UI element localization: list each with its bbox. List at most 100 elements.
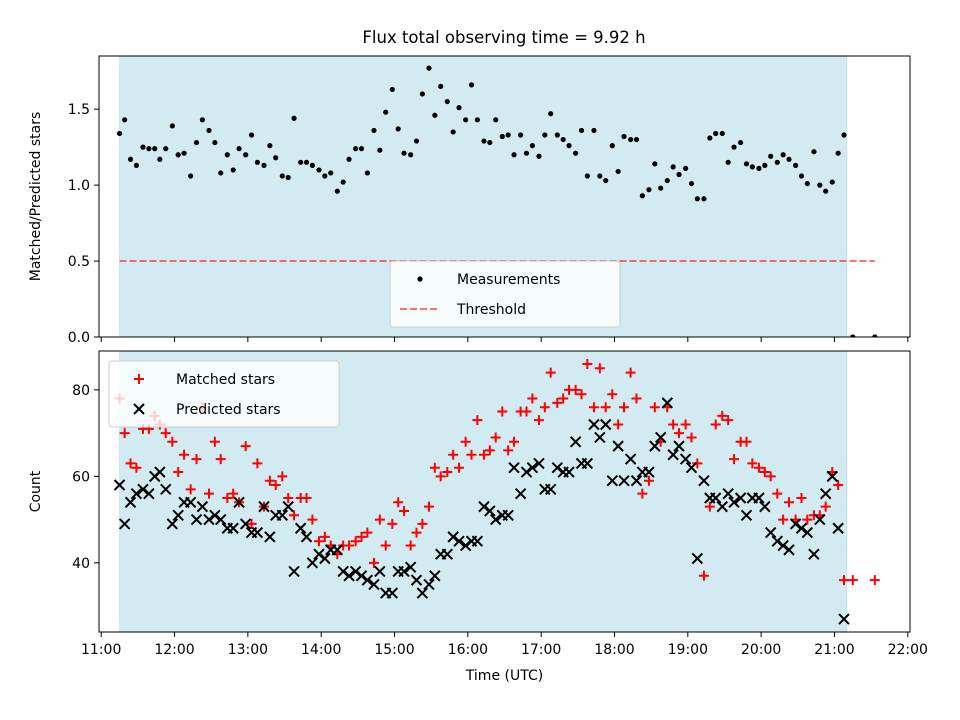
data-point <box>676 171 682 178</box>
data-point <box>594 431 606 444</box>
data-point <box>514 487 527 500</box>
data-point <box>518 132 524 138</box>
data-point <box>401 150 407 156</box>
x-tick-label: 14:00 <box>301 642 341 658</box>
data-point <box>633 136 640 143</box>
data-point <box>509 436 520 447</box>
data-point <box>850 334 856 337</box>
data-point <box>704 501 715 512</box>
data-point <box>193 139 200 146</box>
data-point <box>674 428 685 439</box>
data-point <box>166 518 179 530</box>
data-point <box>331 544 344 556</box>
data-point <box>756 165 762 171</box>
data-point <box>533 457 545 470</box>
x-tick-label: 19:00 <box>668 642 708 658</box>
data-point <box>685 462 698 474</box>
x-tick-label: 13:00 <box>228 642 268 658</box>
data-point <box>609 143 615 149</box>
data-point <box>780 152 786 158</box>
data-point <box>350 536 361 547</box>
data-point <box>493 117 499 123</box>
data-point <box>811 149 817 155</box>
data-point <box>820 501 831 512</box>
data-point <box>203 488 214 499</box>
y-tick-label: 40 <box>72 556 90 572</box>
data-point <box>772 488 783 499</box>
data-point <box>759 500 771 513</box>
data-point <box>753 462 764 473</box>
data-point <box>313 536 324 547</box>
data-point <box>869 575 880 586</box>
data-point <box>113 479 126 491</box>
data-point <box>248 132 255 138</box>
data-point <box>429 462 440 473</box>
data-point <box>160 428 171 439</box>
y-tick-label: 80 <box>72 383 90 399</box>
data-point <box>661 397 673 409</box>
x-tick-label: 22:00 <box>888 642 928 658</box>
data-point <box>734 492 747 504</box>
legend-marker <box>417 276 423 282</box>
data-point <box>841 132 847 138</box>
data-point <box>380 540 391 551</box>
data-point <box>573 150 579 156</box>
data-point <box>288 565 300 578</box>
data-point <box>340 179 346 185</box>
data-point <box>637 488 648 499</box>
data-point <box>723 415 734 426</box>
data-point <box>698 570 709 581</box>
data-point <box>814 513 826 526</box>
data-point <box>307 514 318 525</box>
series-predicted-stars <box>113 397 850 625</box>
data-point <box>410 574 423 586</box>
data-point <box>227 522 239 534</box>
data-point <box>294 522 307 534</box>
data-point <box>190 513 203 526</box>
data-point <box>215 513 227 526</box>
data-point <box>686 432 697 443</box>
data-point <box>319 552 331 565</box>
data-point <box>478 500 490 513</box>
y-tick-label: 0.0 <box>68 330 90 346</box>
data-point <box>466 449 477 460</box>
data-point <box>521 406 532 417</box>
data-point <box>224 152 230 158</box>
data-point <box>625 367 636 378</box>
data-point <box>154 466 166 478</box>
data-point <box>615 168 621 175</box>
data-point <box>285 174 291 181</box>
data-point <box>328 170 334 176</box>
data-point <box>300 531 313 543</box>
data-point <box>544 483 557 496</box>
data-point <box>137 483 149 496</box>
data-point <box>356 531 367 542</box>
data-point <box>511 152 517 158</box>
data-point <box>252 458 263 469</box>
data-point <box>173 467 184 478</box>
data-point <box>240 441 251 452</box>
data-point <box>468 82 475 88</box>
data-point <box>358 146 365 152</box>
data-point <box>471 535 484 547</box>
plot-area <box>116 65 878 337</box>
data-point <box>698 474 710 487</box>
axes-frame <box>98 350 911 633</box>
data-point <box>658 185 664 191</box>
data-point <box>808 548 820 560</box>
data-point <box>783 544 795 556</box>
data-point <box>481 138 487 144</box>
legend-label: Measurements <box>457 272 560 288</box>
legend-box <box>108 360 340 428</box>
data-point <box>460 436 471 447</box>
legend-label: Predicted stars <box>176 402 281 418</box>
data-point <box>552 397 563 408</box>
data-point <box>649 402 660 413</box>
data-point <box>578 127 585 134</box>
data-point <box>456 105 462 111</box>
data-point <box>246 518 257 529</box>
data-point <box>786 156 792 162</box>
data-point <box>444 98 450 105</box>
data-point <box>710 419 721 430</box>
data-point <box>499 133 505 140</box>
